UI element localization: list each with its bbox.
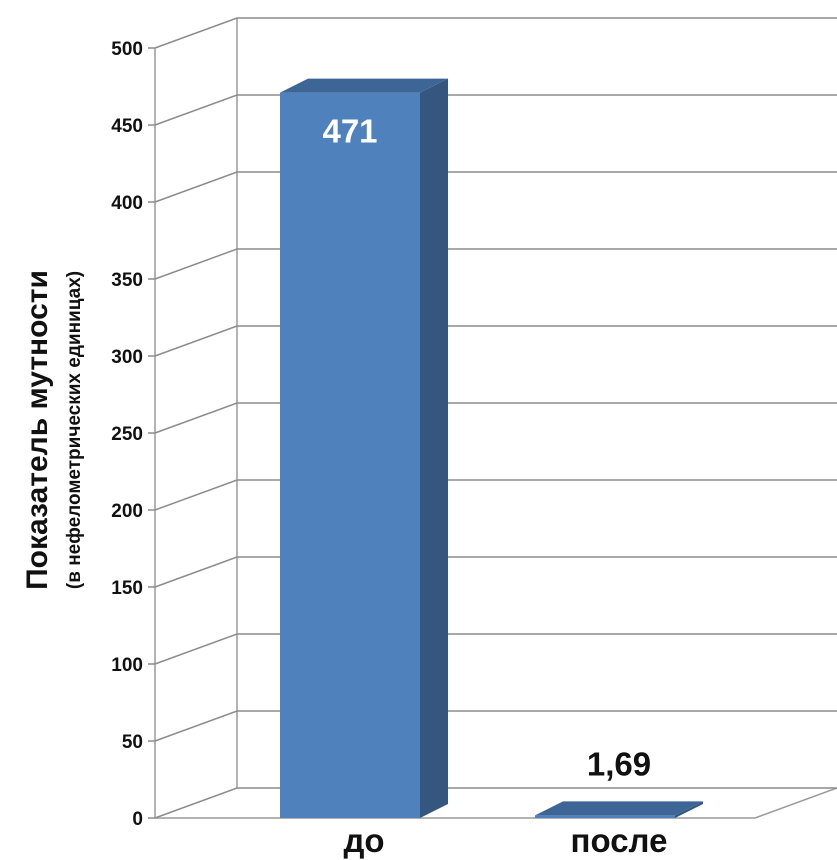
y-tick-label: 350 [111,270,143,291]
gridline [154,556,837,588]
y-tick-label: 450 [111,116,143,137]
y-tick-label: 100 [111,655,143,676]
y-axis-ticks: 0 50 100 150 200 250 300 350 400 450 500 [111,39,155,830]
y-tick-label: 150 [111,578,143,599]
gridline [154,94,837,126]
data-label: 471 [322,113,377,150]
gridline [154,787,837,819]
gridline [154,479,837,511]
gridline [154,402,837,434]
gridline [154,633,837,665]
gridline [154,171,837,203]
bar-top [280,78,448,93]
floor-right-edge [754,787,837,819]
y-tick-label: 50 [122,732,143,753]
x-category-label: до [343,822,384,859]
y-tick-label: 0 [132,809,143,830]
y-axis-sublabel: (в нефелометрических единицах) [64,271,85,589]
y-tick-label: 200 [111,501,143,522]
bar: 1,69 [535,745,703,818]
data-label: 1,69 [587,745,651,782]
bar-front [535,815,675,818]
y-tick-label: 400 [111,193,143,214]
bar-front [280,92,420,818]
gridlines [154,17,837,819]
gridline [154,17,837,49]
chart-walls [154,18,837,819]
bar-side [420,78,448,818]
y-tick-label: 300 [111,347,143,368]
bar: 471 [280,78,448,818]
bar-side [675,801,703,818]
y-axis-label: Показатель мутности [21,270,54,590]
gridline [154,248,837,280]
bars: 471 1,69 [280,78,703,818]
gridline [154,325,837,357]
y-tick-label: 500 [111,39,143,60]
y-tick-label: 250 [111,424,143,445]
y-axis-label-group: Показатель мутности (в нефелометрических … [21,270,85,590]
x-axis-categories: до после [343,822,667,859]
x-category-label: после [571,822,668,859]
gridline [154,710,837,742]
bar-top [535,801,703,816]
